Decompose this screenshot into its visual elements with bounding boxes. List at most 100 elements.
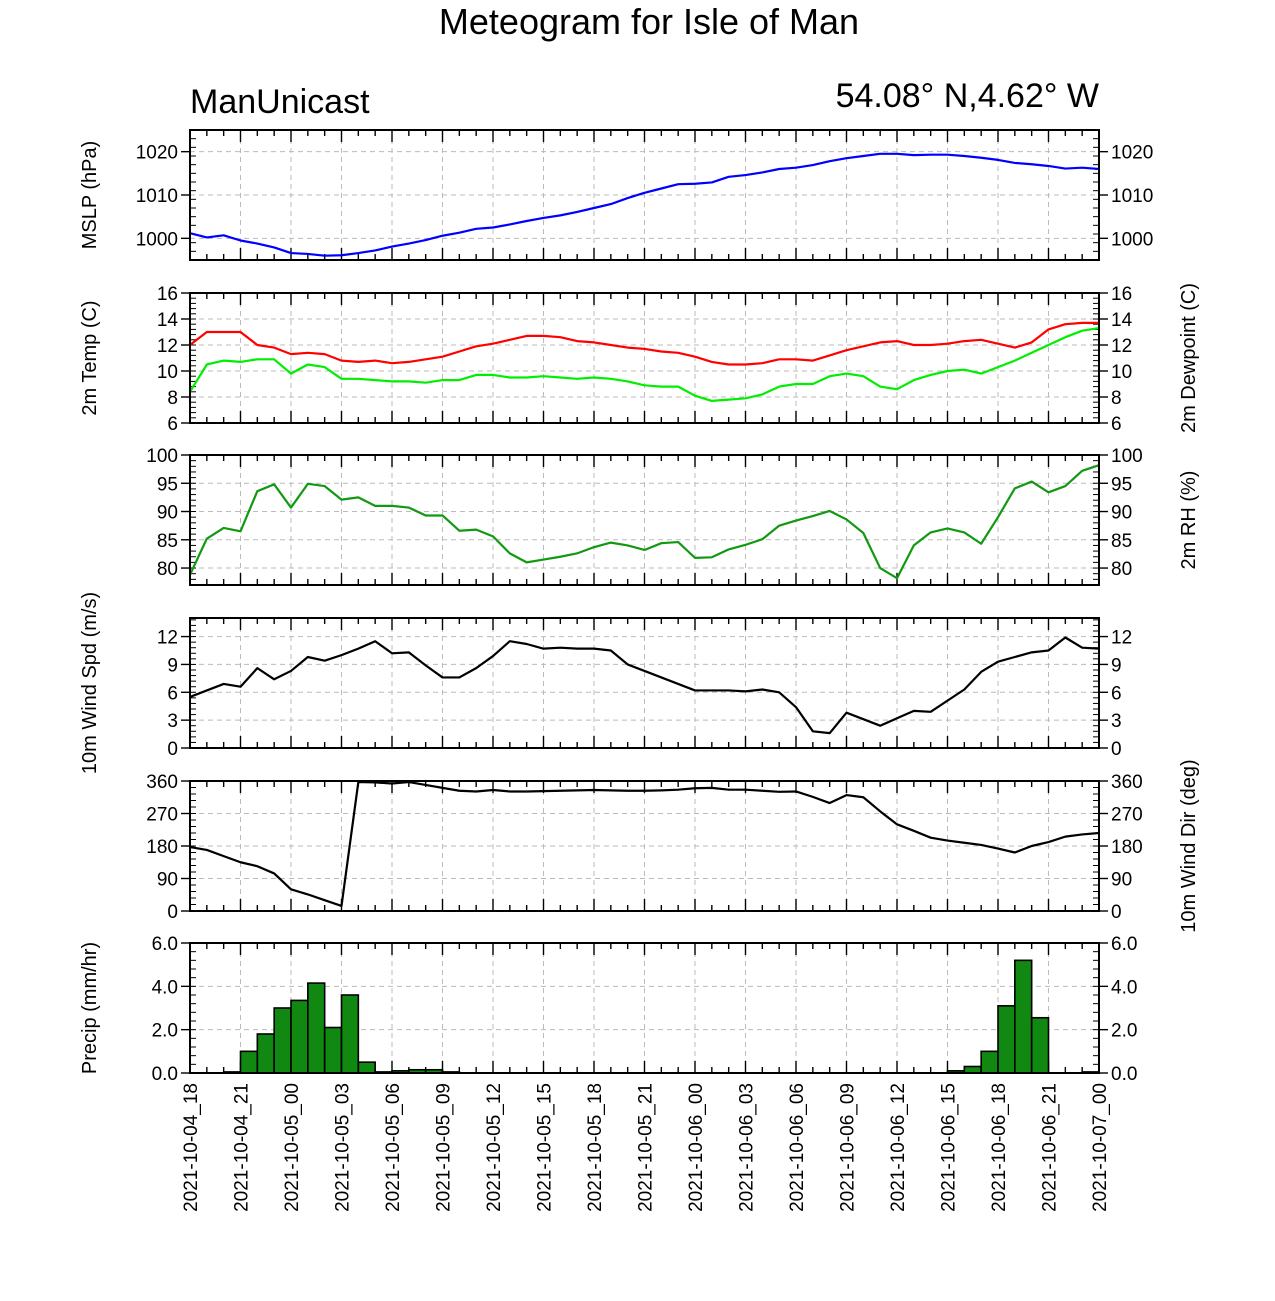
y-tick-label-left: 1010 [136, 186, 178, 207]
series-line-mslp-0 [189, 152, 1100, 257]
x-tick-label: 2021-10-05_18 [585, 1083, 606, 1212]
precip-bar [1030, 1016, 1050, 1074]
y-tick-label-left: 9 [167, 655, 178, 676]
y-tick-label-right: 14 [1111, 310, 1133, 331]
y-tick-label-right: 0 [1111, 902, 1122, 923]
y-tick-label-left: 0 [167, 902, 178, 923]
x-tick-label: 2021-10-05_09 [434, 1083, 455, 1212]
y-tick-label-right: 0 [1111, 739, 1122, 760]
y-tick-label-left: 12 [157, 336, 178, 357]
y-tick-label-left: 0.0 [152, 1064, 178, 1085]
y-tick-label-right: 1010 [1111, 186, 1153, 207]
y-tick-label-left: 6.0 [152, 934, 178, 955]
panel-frame [189, 780, 1100, 912]
y-tick-label-left: 95 [157, 474, 178, 495]
panel-wdir: 0 0 90 90 180 180 270 270 360 360 10m Wind Dir (de… [146, 759, 1200, 932]
y-tick-label-left: 85 [157, 531, 178, 552]
y-axis-label-right: 10m Wind Dir (deg) [1178, 759, 1200, 932]
y-tick-label-right: 90 [1111, 503, 1132, 524]
y-tick-label-right: 2.0 [1111, 1021, 1137, 1042]
y-tick-label-right: 85 [1111, 531, 1132, 552]
y-tick-label-right: 180 [1111, 837, 1143, 858]
y-tick-label-right: 1000 [1111, 229, 1153, 250]
precip-bar [323, 1026, 343, 1074]
y-tick-label-right: 6.0 [1111, 934, 1137, 955]
y-tick-label-right: 12 [1111, 336, 1132, 357]
y-tick-label-right: 90 [1111, 870, 1132, 891]
precip-bar [290, 999, 309, 1074]
y-tick-label-right: 3 [1111, 711, 1122, 732]
series-line-wdir-0 [189, 780, 1100, 908]
y-axis-label-right: 2m Dewpoint (C) [1178, 283, 1200, 433]
y-tick-label-right: 10 [1111, 362, 1132, 383]
y-tick-label-right: 270 [1111, 805, 1143, 826]
y-axis-label-left: 2m Temp (C) [79, 300, 101, 415]
series-line-wspd-0 [189, 636, 1100, 735]
panel-frame [189, 942, 1100, 1074]
x-tick-label: 2021-10-06_15 [939, 1083, 960, 1212]
y-tick-label-left: 6 [167, 414, 178, 435]
y-tick-label-left: 360 [146, 772, 178, 793]
y-tick-label-right: 12 [1111, 628, 1132, 649]
y-tick-label-left: 10 [157, 362, 178, 383]
precip-bar [273, 1007, 292, 1074]
x-axis-tick-labels: 2021-10-04_18 2021-10-04_21 2021-10-05_00 2… [181, 1083, 1111, 1212]
y-tick-label-right: 8 [1111, 388, 1122, 409]
x-tick-label: 2021-10-06_03 [737, 1083, 758, 1212]
panel-precip: 0.0 0.0 2.0 2.0 4.0 4.0 6.0 6.0 Precip (mm/hr) [79, 934, 1137, 1085]
panel-frame [189, 617, 1100, 749]
y-tick-label-left: 16 [157, 284, 178, 305]
y-tick-label-right: 100 [1111, 446, 1143, 467]
x-tick-label: 2021-10-06_09 [838, 1083, 859, 1212]
y-tick-label-left: 100 [146, 446, 178, 467]
precip-bar [357, 1061, 376, 1074]
y-tick-label-left: 2.0 [152, 1021, 178, 1042]
x-tick-label: 2021-10-06_12 [888, 1083, 909, 1212]
y-axis-label-right: 2m RH (%) [1178, 471, 1200, 570]
y-tick-label-left: 12 [157, 628, 178, 649]
x-tick-label: 2021-10-07_00 [1090, 1083, 1111, 1212]
y-tick-label-left: 90 [157, 870, 178, 891]
y-tick-label-left: 6 [167, 683, 178, 704]
y-tick-label-left: 90 [157, 503, 178, 524]
y-tick-label-left: 180 [146, 837, 178, 858]
precip-bar [239, 1050, 259, 1074]
y-tick-label-right: 95 [1111, 474, 1132, 495]
y-tick-label-left: 4.0 [152, 977, 178, 998]
x-tick-label: 2021-10-06_18 [989, 1083, 1010, 1212]
panel-frame [189, 129, 1100, 261]
chart-subtitle-left: ManUnicast [190, 83, 370, 121]
series-line-temp-0 [189, 321, 1099, 366]
y-tick-label-left: 1020 [136, 143, 178, 164]
y-tick-label-left: 80 [157, 559, 178, 580]
x-tick-label: 2021-10-06_21 [1040, 1083, 1061, 1212]
precip-bar [1014, 959, 1033, 1074]
y-tick-label-right: 16 [1111, 284, 1132, 305]
y-tick-label-left: 3 [167, 711, 178, 732]
y-tick-label-left: 0 [167, 739, 178, 760]
chart-subtitle-right: 54.08° N,4.62° W [836, 77, 1099, 115]
y-tick-label-right: 1020 [1111, 143, 1153, 164]
y-tick-label-right: 4.0 [1111, 977, 1137, 998]
precip-bar [980, 1050, 999, 1074]
chart-title: Meteogram for Isle of Man [439, 1, 859, 42]
x-tick-label: 2021-10-06_06 [787, 1083, 808, 1212]
y-tick-label-right: 360 [1111, 772, 1143, 793]
panel-rh: 80 80 85 85 90 90 95 95 100 100 2m RH (%) [146, 446, 1200, 586]
series-line-temp-1 [189, 327, 1100, 402]
y-tick-label-right: 6 [1111, 414, 1122, 435]
x-tick-label: 2021-10-05_03 [333, 1083, 354, 1212]
x-tick-label: 2021-10-05_12 [484, 1083, 505, 1212]
y-tick-label-right: 0.0 [1111, 1064, 1137, 1085]
panel-mslp: 1000 1000 1010 1010 1020 1020 MSLP (hPa) [79, 129, 1153, 261]
x-tick-label: 2021-10-05_00 [282, 1083, 303, 1212]
panel-frame [189, 292, 1100, 424]
y-axis-label-left: MSLP (hPa) [79, 141, 101, 250]
precip-bar [997, 1005, 1016, 1074]
panel-temp: 6 6 8 8 10 10 12 12 14 14 16 16 2m Temp (C) 2m Dewpoi… [79, 283, 1200, 435]
panel-wspd: 0 0 3 3 6 6 9 9 12 12 10m Wind Spd (m/s) [79, 592, 1132, 774]
x-tick-label: 2021-10-05_21 [636, 1083, 657, 1212]
x-tick-label: 2021-10-04_18 [181, 1083, 202, 1212]
